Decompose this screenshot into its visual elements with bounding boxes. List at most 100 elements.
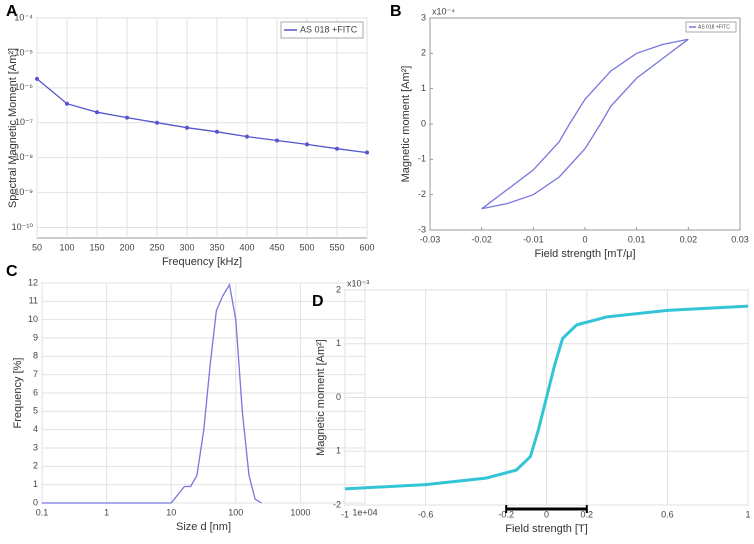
y-tick-label: 7 [33, 369, 38, 379]
x-axis-label: Size d [nm] [176, 521, 231, 533]
x-tick-label: 50 [32, 242, 42, 252]
y-axis-label: Frequency [%] [12, 358, 24, 429]
x-tick-label: 10 [166, 507, 176, 517]
y-axis-label: Magnetic moment [Am²] [400, 66, 412, 183]
y-tick-label: 1 [421, 83, 426, 93]
legend-label: AS 018 +FITC [300, 24, 358, 34]
x-tick-label: 300 [179, 242, 194, 252]
plot-area [36, 17, 368, 239]
x-tick-label: 1 [104, 507, 109, 517]
y-tick-label: 10⁻⁶ [15, 82, 34, 92]
y-tick-label: 8 [33, 351, 38, 361]
data-point [335, 146, 339, 151]
x-tick-label: 0.6 [661, 509, 674, 519]
y-tick-label: 3 [33, 442, 38, 452]
y-tick-label: 2 [421, 48, 426, 58]
x-tick-label: 0 [544, 509, 549, 519]
data-point [305, 142, 309, 147]
data-line [481, 38, 689, 210]
data-point [35, 76, 39, 81]
data-point [65, 101, 69, 106]
x-axis-label: Field strength [T] [505, 523, 588, 535]
axis-multiplier: x10⁻³ [347, 278, 369, 288]
y-tick-label: -2 [333, 499, 341, 509]
x-tick-label: 1000 [290, 507, 310, 517]
x-tick-label: 1 [745, 509, 750, 519]
data-point [215, 129, 219, 134]
x-tick-label: -0.2 [498, 509, 514, 519]
data-point [185, 125, 189, 130]
x-tick-label: 450 [269, 242, 284, 252]
y-tick-label: 5 [33, 406, 38, 416]
x-tick-label: 0.02 [680, 234, 698, 244]
x-tick-label: 400 [239, 242, 254, 252]
x-tick-label: -1 [341, 509, 349, 519]
y-tick-label: 0 [33, 497, 38, 507]
x-tick-label: 350 [209, 242, 224, 252]
y-tick-label: 0 [336, 392, 341, 402]
x-tick-label: 0.03 [731, 234, 749, 244]
x-tick-label: 600 [359, 242, 374, 252]
y-tick-label: 10⁻⁴ [14, 12, 33, 22]
y-tick-label: 0 [421, 118, 426, 128]
y-tick-label: 12 [28, 277, 38, 287]
legend-box [280, 21, 364, 39]
y-axis-label: Spectral Magnetic Moment [Am²] [7, 48, 19, 208]
x-tick-label: -0.03 [420, 234, 441, 244]
data-point [125, 115, 129, 120]
x-tick-label: 550 [329, 242, 344, 252]
panel-label: B [390, 3, 402, 20]
legend-label: AS 018 +FITC [698, 24, 730, 30]
panel-label: D [312, 293, 324, 310]
y-tick-label: 4 [33, 424, 38, 434]
y-tick-label: 2 [336, 284, 341, 294]
x-tick-label: 250 [149, 242, 164, 252]
x-tick-label: 200 [119, 242, 134, 252]
y-tick-label: -3 [418, 224, 426, 234]
legend-box [685, 21, 737, 33]
x-tick-label: 1e+04 [352, 507, 377, 517]
y-tick-label: 10 [28, 314, 38, 324]
y-tick-label: 10⁻⁸ [14, 152, 33, 162]
x-tick-label: 500 [299, 242, 314, 252]
y-tick-label: -2 [418, 189, 426, 199]
y-tick-label: 2 [33, 461, 38, 471]
y-tick-label: 1 [336, 446, 341, 456]
data-point [155, 120, 159, 125]
panel-label: C [6, 263, 18, 280]
data-point [275, 138, 279, 143]
y-axis-label: Magnetic moment [Am²] [315, 339, 327, 456]
x-tick-label: 150 [89, 242, 104, 252]
y-tick-label: 9 [33, 332, 38, 342]
x-tick-label: -0.6 [418, 509, 434, 519]
y-tick-label: 10⁻¹⁰ [12, 222, 34, 232]
data-point [95, 110, 99, 115]
x-tick-label: 0 [582, 234, 587, 244]
y-tick-label: 10⁻⁵ [15, 47, 34, 57]
y-tick-label: 6 [33, 387, 38, 397]
y-tick-label: 10⁻⁹ [14, 187, 33, 197]
data-line [344, 304, 749, 491]
data-line [42, 282, 262, 504]
panel-label: A [6, 3, 18, 20]
y-tick-label: 3 [421, 12, 426, 22]
x-axis-label: Frequency [kHz] [162, 256, 242, 268]
x-tick-label: 100 [228, 507, 243, 517]
x-tick-label: 0.01 [628, 234, 646, 244]
y-tick-label: 1 [33, 479, 38, 489]
data-point [365, 150, 369, 155]
axis-multiplier: x10⁻⁴ [432, 6, 455, 16]
x-tick-label: -0.02 [471, 234, 492, 244]
x-axis-label: Field strength [mT/μ] [534, 248, 635, 260]
plot-area [429, 17, 741, 231]
x-tick-label: 0.1 [36, 507, 49, 517]
y-tick-label: 10⁻⁷ [15, 117, 33, 127]
y-tick-label: 11 [29, 296, 38, 306]
x-tick-label: 0.2 [581, 509, 594, 519]
data-line [36, 78, 368, 154]
data-point [245, 134, 249, 139]
x-tick-label: -0.01 [523, 234, 544, 244]
y-tick-label: -1 [418, 154, 426, 164]
y-tick-label: 1 [336, 338, 341, 348]
